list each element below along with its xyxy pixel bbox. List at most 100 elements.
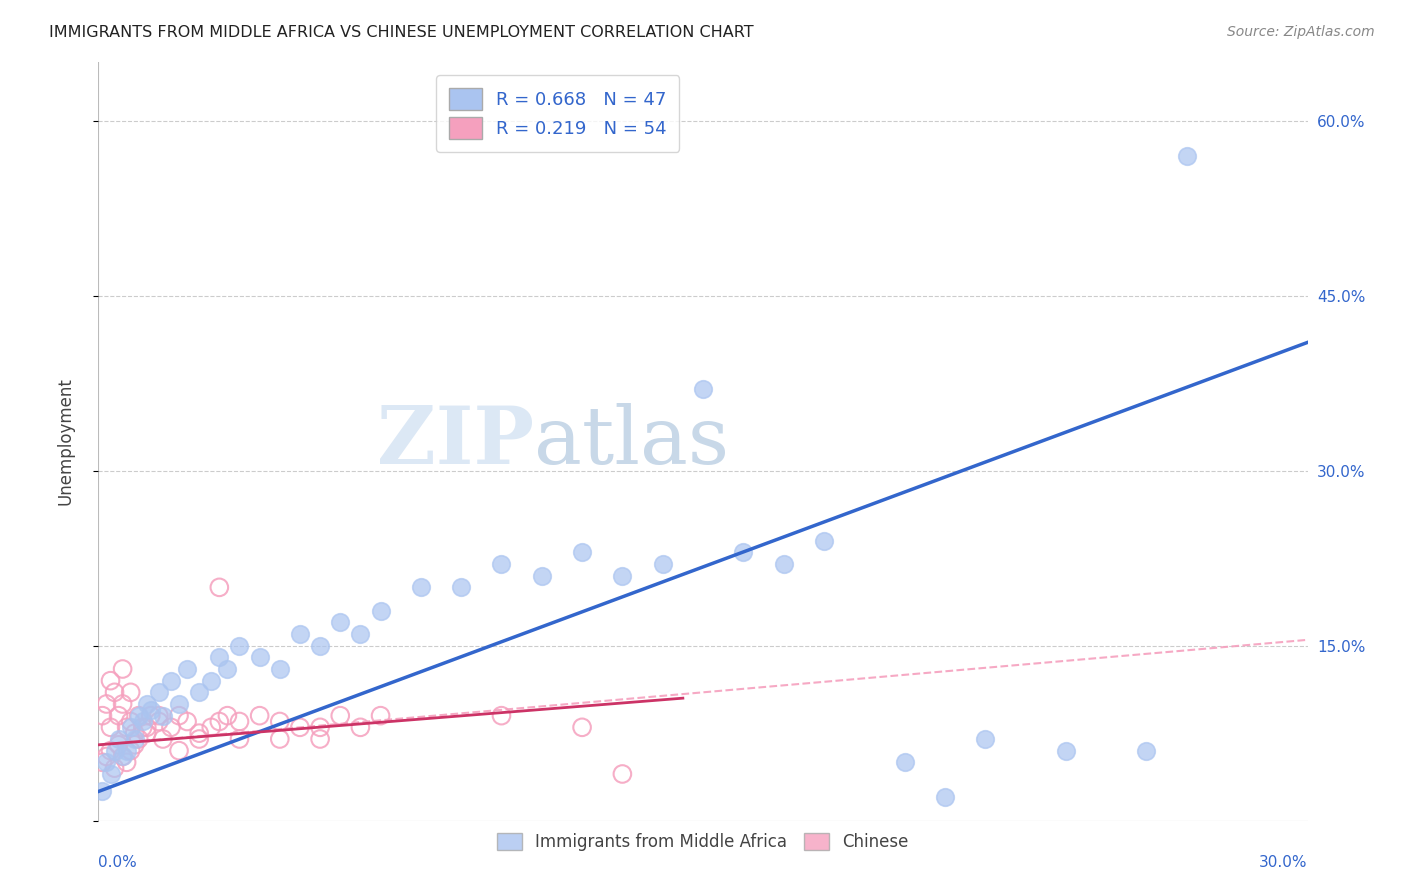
Point bbox=[120, 685, 142, 699]
Point bbox=[135, 697, 157, 711]
Point bbox=[128, 708, 150, 723]
Legend: Immigrants from Middle Africa, Chinese: Immigrants from Middle Africa, Chinese bbox=[491, 826, 915, 858]
Y-axis label: Unemployment: Unemployment bbox=[56, 377, 75, 506]
Point bbox=[132, 714, 155, 729]
Point bbox=[772, 557, 794, 571]
Point bbox=[115, 720, 138, 734]
Point bbox=[1135, 744, 1157, 758]
Point bbox=[96, 697, 118, 711]
Text: 0.0%: 0.0% bbox=[98, 855, 138, 870]
Point bbox=[135, 720, 157, 734]
Point bbox=[571, 720, 593, 734]
Point bbox=[115, 756, 138, 770]
Point bbox=[288, 627, 311, 641]
Point bbox=[167, 697, 190, 711]
Point bbox=[96, 756, 118, 770]
Point bbox=[188, 726, 211, 740]
Point bbox=[148, 708, 170, 723]
Point bbox=[100, 744, 122, 758]
Point bbox=[135, 726, 157, 740]
Point bbox=[893, 756, 915, 770]
Point bbox=[152, 708, 174, 723]
Point bbox=[370, 604, 392, 618]
Point bbox=[132, 720, 155, 734]
Point bbox=[139, 708, 162, 723]
Point bbox=[409, 580, 432, 594]
Point bbox=[269, 731, 291, 746]
Point bbox=[349, 627, 371, 641]
Point bbox=[249, 708, 271, 723]
Point bbox=[530, 568, 553, 582]
Point bbox=[188, 731, 211, 746]
Point bbox=[1175, 149, 1198, 163]
Point bbox=[450, 580, 472, 594]
Point bbox=[107, 731, 129, 746]
Point bbox=[128, 731, 150, 746]
Point bbox=[349, 720, 371, 734]
Point bbox=[269, 714, 291, 729]
Point bbox=[329, 615, 352, 630]
Point bbox=[733, 545, 755, 559]
Point bbox=[370, 708, 392, 723]
Text: Source: ZipAtlas.com: Source: ZipAtlas.com bbox=[1227, 25, 1375, 39]
Point bbox=[612, 767, 634, 781]
Point bbox=[107, 708, 129, 723]
Point bbox=[176, 662, 198, 676]
Point bbox=[103, 761, 125, 775]
Point bbox=[91, 708, 114, 723]
Point bbox=[208, 714, 231, 729]
Point bbox=[200, 720, 222, 734]
Point bbox=[152, 731, 174, 746]
Point bbox=[124, 726, 146, 740]
Text: atlas: atlas bbox=[534, 402, 728, 481]
Point bbox=[217, 662, 239, 676]
Point bbox=[491, 557, 513, 571]
Point bbox=[491, 708, 513, 723]
Point bbox=[103, 685, 125, 699]
Point bbox=[200, 673, 222, 688]
Point bbox=[228, 731, 250, 746]
Point bbox=[107, 738, 129, 752]
Point bbox=[167, 708, 190, 723]
Point bbox=[813, 533, 835, 548]
Point bbox=[228, 639, 250, 653]
Point bbox=[103, 744, 125, 758]
Point bbox=[692, 382, 714, 396]
Point bbox=[217, 708, 239, 723]
Point bbox=[651, 557, 673, 571]
Point bbox=[160, 720, 183, 734]
Point bbox=[124, 738, 146, 752]
Text: ZIP: ZIP bbox=[377, 402, 534, 481]
Point bbox=[309, 731, 332, 746]
Point bbox=[124, 731, 146, 746]
Point bbox=[100, 767, 122, 781]
Point bbox=[269, 662, 291, 676]
Point bbox=[329, 708, 352, 723]
Point bbox=[115, 744, 138, 758]
Text: 30.0%: 30.0% bbox=[1260, 855, 1308, 870]
Point bbox=[160, 673, 183, 688]
Point bbox=[249, 650, 271, 665]
Point bbox=[111, 697, 134, 711]
Point bbox=[120, 714, 142, 729]
Point bbox=[1054, 744, 1077, 758]
Point bbox=[91, 756, 114, 770]
Point bbox=[309, 720, 332, 734]
Point bbox=[120, 720, 142, 734]
Point bbox=[128, 708, 150, 723]
Point bbox=[612, 568, 634, 582]
Point bbox=[148, 685, 170, 699]
Point bbox=[974, 731, 997, 746]
Point bbox=[176, 714, 198, 729]
Point bbox=[100, 673, 122, 688]
Point bbox=[139, 703, 162, 717]
Point bbox=[208, 580, 231, 594]
Point bbox=[288, 720, 311, 734]
Point bbox=[571, 545, 593, 559]
Point bbox=[111, 662, 134, 676]
Point bbox=[208, 650, 231, 665]
Point bbox=[100, 720, 122, 734]
Point bbox=[91, 784, 114, 798]
Point bbox=[96, 749, 118, 764]
Point bbox=[309, 639, 332, 653]
